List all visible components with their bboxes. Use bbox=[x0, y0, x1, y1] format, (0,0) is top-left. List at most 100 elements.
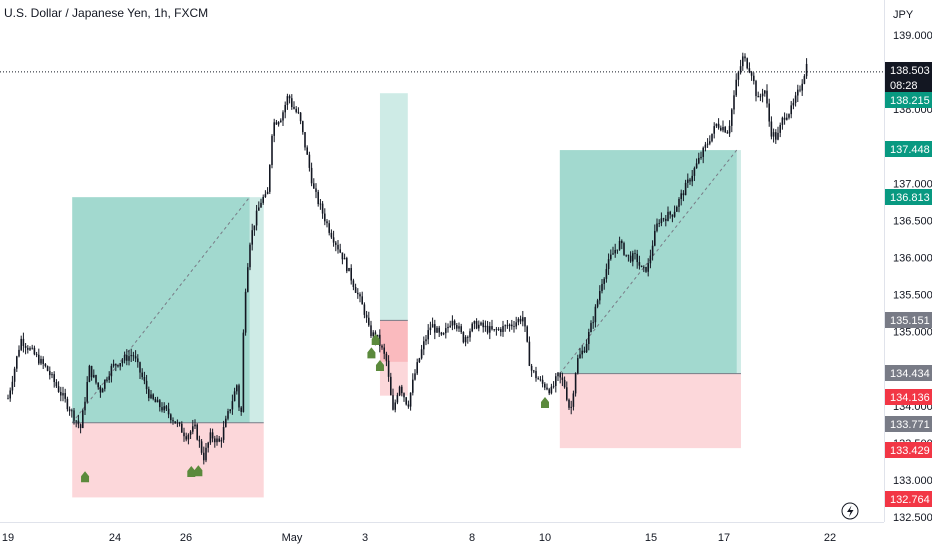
candle-body bbox=[308, 154, 311, 168]
candle-body bbox=[57, 386, 60, 392]
candle-body bbox=[387, 360, 390, 377]
candle-body bbox=[420, 349, 423, 359]
candle-body bbox=[49, 371, 51, 376]
candle-body bbox=[165, 406, 168, 409]
candle-body bbox=[86, 381, 88, 402]
candle-body bbox=[112, 363, 115, 366]
candle-body bbox=[702, 147, 704, 157]
candle-body bbox=[277, 122, 280, 125]
candle-body bbox=[260, 202, 262, 208]
candle-body bbox=[733, 95, 735, 110]
candle-body bbox=[517, 318, 520, 323]
candle-body bbox=[141, 372, 143, 378]
price-tag-box bbox=[885, 62, 932, 78]
candle-body bbox=[731, 109, 733, 126]
candle-body bbox=[772, 132, 775, 137]
candle-body bbox=[423, 341, 425, 350]
time-tick-label: May bbox=[282, 532, 303, 544]
buy-signal-marker bbox=[194, 465, 203, 477]
candle-body bbox=[77, 420, 80, 425]
candle-body bbox=[354, 287, 357, 293]
candle-body bbox=[379, 334, 381, 346]
candle-body bbox=[176, 422, 179, 424]
candle-body bbox=[643, 266, 645, 268]
candle-body bbox=[350, 268, 352, 281]
candle-body bbox=[240, 407, 242, 412]
candle-body bbox=[511, 324, 513, 327]
candle-body bbox=[412, 379, 414, 393]
candle-body bbox=[755, 81, 757, 97]
candle-body bbox=[530, 365, 533, 371]
candle-body bbox=[348, 268, 350, 272]
candle-body bbox=[302, 121, 304, 133]
candle-body bbox=[539, 379, 542, 381]
candle-body bbox=[22, 338, 25, 346]
candle-body bbox=[20, 338, 22, 350]
candle-body bbox=[625, 254, 627, 256]
candle-body bbox=[579, 354, 581, 359]
candle-body bbox=[321, 203, 324, 214]
candle-body bbox=[662, 218, 665, 220]
candle-body bbox=[504, 325, 506, 327]
candle-body bbox=[192, 426, 194, 432]
candle-body bbox=[581, 350, 583, 355]
price-tag-label: 134.136 bbox=[890, 392, 930, 404]
position-loss-zone bbox=[72, 422, 264, 498]
price-tag-box bbox=[885, 312, 932, 328]
candle-body bbox=[38, 354, 40, 364]
candle-body bbox=[803, 76, 806, 84]
candle-body bbox=[108, 376, 110, 380]
candle-body bbox=[480, 322, 482, 325]
candle-body bbox=[541, 379, 544, 384]
position-tools bbox=[71, 93, 741, 498]
candle-body bbox=[181, 423, 183, 433]
candle-body bbox=[394, 402, 396, 410]
candle-body bbox=[764, 90, 766, 94]
candle-body bbox=[110, 365, 113, 377]
candle-body bbox=[790, 105, 792, 115]
candle-body bbox=[629, 255, 632, 262]
candle-body bbox=[29, 348, 31, 350]
price-tag-box bbox=[885, 92, 932, 108]
candle-body bbox=[596, 300, 599, 307]
candle-body bbox=[794, 95, 797, 103]
candle-body bbox=[405, 397, 407, 405]
candle-body bbox=[680, 193, 682, 199]
candle-body bbox=[73, 410, 75, 421]
candle-body bbox=[101, 388, 104, 393]
price-tick-label: 136.500 bbox=[893, 215, 932, 227]
price-tag-box bbox=[885, 491, 932, 507]
candle-body bbox=[128, 356, 130, 361]
candle-body bbox=[88, 365, 91, 382]
candle-body bbox=[482, 322, 484, 328]
candle-body bbox=[90, 365, 93, 378]
candle-body bbox=[563, 379, 566, 388]
candle-body bbox=[24, 345, 27, 348]
candle-body bbox=[722, 126, 724, 131]
lightning-icon[interactable] bbox=[841, 502, 859, 520]
candle-body bbox=[203, 452, 205, 461]
candle-body bbox=[456, 325, 458, 329]
price-tick-label: 135.000 bbox=[893, 327, 932, 339]
candle-body bbox=[801, 83, 803, 91]
time-tick-label: 10 bbox=[539, 532, 551, 544]
candle-body bbox=[337, 244, 339, 250]
price-tag-label: 138.215 bbox=[890, 95, 930, 107]
candle-body bbox=[691, 175, 693, 182]
candle-body bbox=[119, 363, 121, 367]
price-tag-label: 132.764 bbox=[890, 494, 930, 506]
candle-body bbox=[390, 376, 392, 396]
price-tag-box bbox=[885, 77, 932, 93]
price-tag-box bbox=[885, 389, 932, 405]
candle-body bbox=[275, 122, 278, 125]
candle-body bbox=[724, 126, 726, 133]
candle-body bbox=[11, 381, 14, 391]
signal-markers bbox=[81, 334, 549, 483]
candle-body bbox=[407, 404, 410, 407]
candle-body bbox=[60, 391, 62, 396]
candle-body bbox=[207, 442, 209, 448]
candle-body bbox=[183, 432, 185, 437]
candle-body bbox=[634, 253, 636, 254]
candle-body bbox=[493, 329, 495, 331]
